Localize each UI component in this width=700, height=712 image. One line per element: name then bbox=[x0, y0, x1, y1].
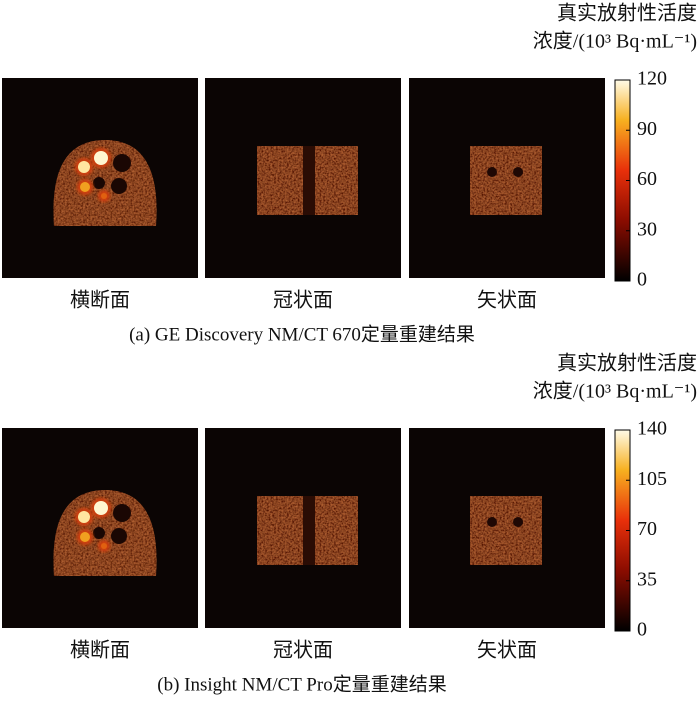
view-label: 冠状面 bbox=[273, 639, 333, 662]
colorbar-tick-label: 70 bbox=[637, 518, 657, 540]
caption: (b) Insight NM/CT Pro定量重建结果 bbox=[157, 673, 446, 695]
colorbar-title: 浓度/(10³ Bq·mL⁻¹) bbox=[533, 30, 697, 53]
colorbar-title: 真实放射性活度 bbox=[557, 352, 697, 375]
hot-spot bbox=[78, 511, 90, 523]
phantom-sagittal bbox=[470, 496, 542, 565]
hot-spot bbox=[94, 501, 108, 515]
hot-spot bbox=[80, 532, 90, 542]
hot-spot bbox=[94, 151, 108, 165]
colorbar-tick-label: 140 bbox=[637, 418, 667, 440]
view-label: 矢状面 bbox=[477, 289, 537, 312]
view-label: 冠状面 bbox=[273, 289, 333, 312]
cylinder bbox=[470, 496, 542, 565]
cold-spot bbox=[93, 527, 105, 539]
colorbar-tick-label: 90 bbox=[637, 118, 657, 140]
colorbar-tick-label: 30 bbox=[637, 218, 657, 240]
cylinder bbox=[470, 146, 542, 215]
gap bbox=[303, 146, 315, 215]
colorbar-tick-label: 0 bbox=[637, 269, 647, 291]
cold-spot bbox=[113, 504, 131, 522]
colorbar-title: 浓度/(10³ Bq·mL⁻¹) bbox=[533, 380, 697, 403]
hot-spot bbox=[101, 543, 107, 549]
cold-spot bbox=[487, 517, 497, 527]
cold-spot bbox=[513, 167, 523, 177]
cylinder bbox=[315, 146, 358, 215]
cylinder bbox=[257, 146, 303, 215]
caption: (a) GE Discovery NM/CT 670定量重建结果 bbox=[129, 323, 475, 345]
cylinder bbox=[257, 496, 303, 565]
view-label: 横断面 bbox=[70, 639, 130, 662]
hot-spot bbox=[78, 161, 90, 173]
hot-spot bbox=[101, 193, 107, 199]
cold-spot bbox=[93, 177, 105, 189]
phantom-coronal bbox=[257, 496, 358, 565]
view-label: 矢状面 bbox=[477, 639, 537, 662]
phantom-sagittal bbox=[470, 146, 542, 215]
cold-spot bbox=[111, 178, 127, 194]
cylinder bbox=[315, 496, 358, 565]
view-label: 横断面 bbox=[70, 289, 130, 312]
colorbar-tick-label: 105 bbox=[637, 468, 667, 490]
gap bbox=[303, 496, 315, 565]
colorbar-tick-label: 0 bbox=[637, 619, 647, 641]
phantom-coronal bbox=[257, 146, 358, 215]
colorbar-title: 真实放射性活度 bbox=[557, 2, 697, 25]
colorbar-tick-label: 60 bbox=[637, 168, 657, 190]
cold-spot bbox=[487, 167, 497, 177]
colorbar-tick-label: 120 bbox=[637, 68, 667, 90]
cold-spot bbox=[111, 528, 127, 544]
hot-spot bbox=[80, 182, 90, 192]
cold-spot bbox=[513, 517, 523, 527]
cold-spot bbox=[113, 154, 131, 172]
colorbar-tick-label: 35 bbox=[637, 568, 657, 590]
